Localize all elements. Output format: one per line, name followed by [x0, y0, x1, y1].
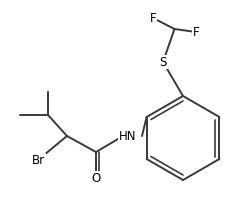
Text: F: F — [193, 26, 199, 39]
Text: O: O — [91, 172, 101, 185]
Text: S: S — [159, 56, 167, 69]
Text: HN: HN — [119, 129, 137, 142]
Text: F: F — [150, 11, 156, 24]
Text: Br: Br — [31, 153, 45, 166]
